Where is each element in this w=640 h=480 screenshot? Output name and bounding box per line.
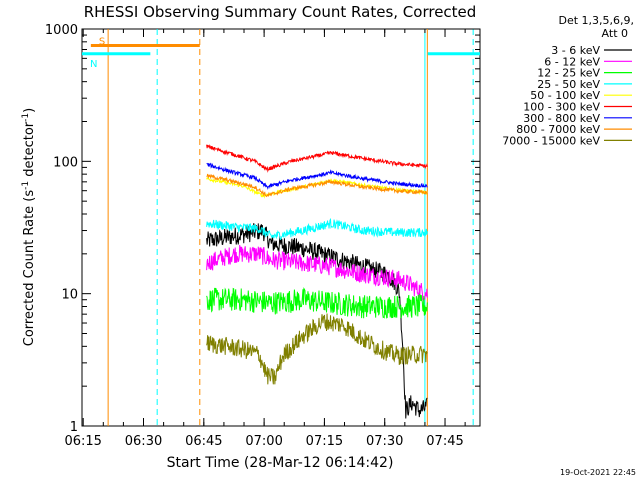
x-tick-label: 06:30 <box>125 434 162 449</box>
series-line <box>206 313 428 385</box>
y-axis: 1 10 100 1000 <box>45 23 480 435</box>
legend-label: 50 - 100 keV <box>530 89 600 102</box>
flag-label: N <box>90 59 97 70</box>
y-tick-label: 10 <box>61 288 78 303</box>
series-line <box>206 244 428 301</box>
series-layer <box>206 144 428 419</box>
y-axis-label-end: ) <box>22 108 37 113</box>
chart-title: RHESSI Observing Summary Count Rates, Co… <box>84 3 477 21</box>
x-tick-label: 07:30 <box>366 434 403 449</box>
x-axis: 06:15 06:30 06:45 07:00 07:15 07:30 07:45 <box>64 29 466 449</box>
legend-label: 3 - 6 keV <box>551 44 600 57</box>
legend-label: 800 - 7000 keV <box>516 123 600 136</box>
annotation-layer: SN <box>82 29 480 426</box>
legend-label: 100 - 300 keV <box>523 101 600 114</box>
y-axis-label-sup1: -1 <box>21 181 31 190</box>
legend-header-line1: Det 1,3,5,6,9, <box>558 14 634 27</box>
legend-header-line2: Att 0 <box>602 27 628 40</box>
legend-label: 7000 - 15000 keV <box>502 134 600 147</box>
plot-area <box>81 28 481 427</box>
series-line <box>206 173 428 198</box>
series-line <box>206 177 428 199</box>
y-axis-label-main: Corrected Count Rate (s <box>22 190 37 347</box>
series-line <box>206 287 428 319</box>
series-line <box>206 162 428 190</box>
y-axis-label: Corrected Count Rate (s-1 detector-1) <box>21 108 37 346</box>
x-tick-label: 07:15 <box>306 434 343 449</box>
x-tick-label: 07:45 <box>426 434 463 449</box>
x-tick-label: 06:45 <box>185 434 222 449</box>
legend-label: 300 - 800 keV <box>523 112 600 125</box>
legend-label: 12 - 25 keV <box>537 67 600 80</box>
footer-date: 19-Oct-2021 22:45 <box>560 468 636 477</box>
plot-frame <box>81 28 481 427</box>
series-line <box>206 144 428 173</box>
x-tick-label: 07:00 <box>245 434 282 449</box>
y-axis-label-mid: detector <box>22 121 37 181</box>
y-tick-label: 1 <box>70 420 78 435</box>
x-tick-label: 06:15 <box>64 434 101 449</box>
y-tick-label: 100 <box>53 155 78 170</box>
legend-label: 25 - 50 keV <box>537 78 600 91</box>
y-tick-label: 1000 <box>45 23 78 38</box>
flag-label: S <box>99 37 105 48</box>
legend-label: 6 - 12 keV <box>544 55 600 68</box>
x-axis-label: Start Time (28-Mar-12 06:14:42) <box>167 455 394 471</box>
y-axis-label-sup2: -1 <box>21 113 31 122</box>
series-line <box>206 217 428 241</box>
